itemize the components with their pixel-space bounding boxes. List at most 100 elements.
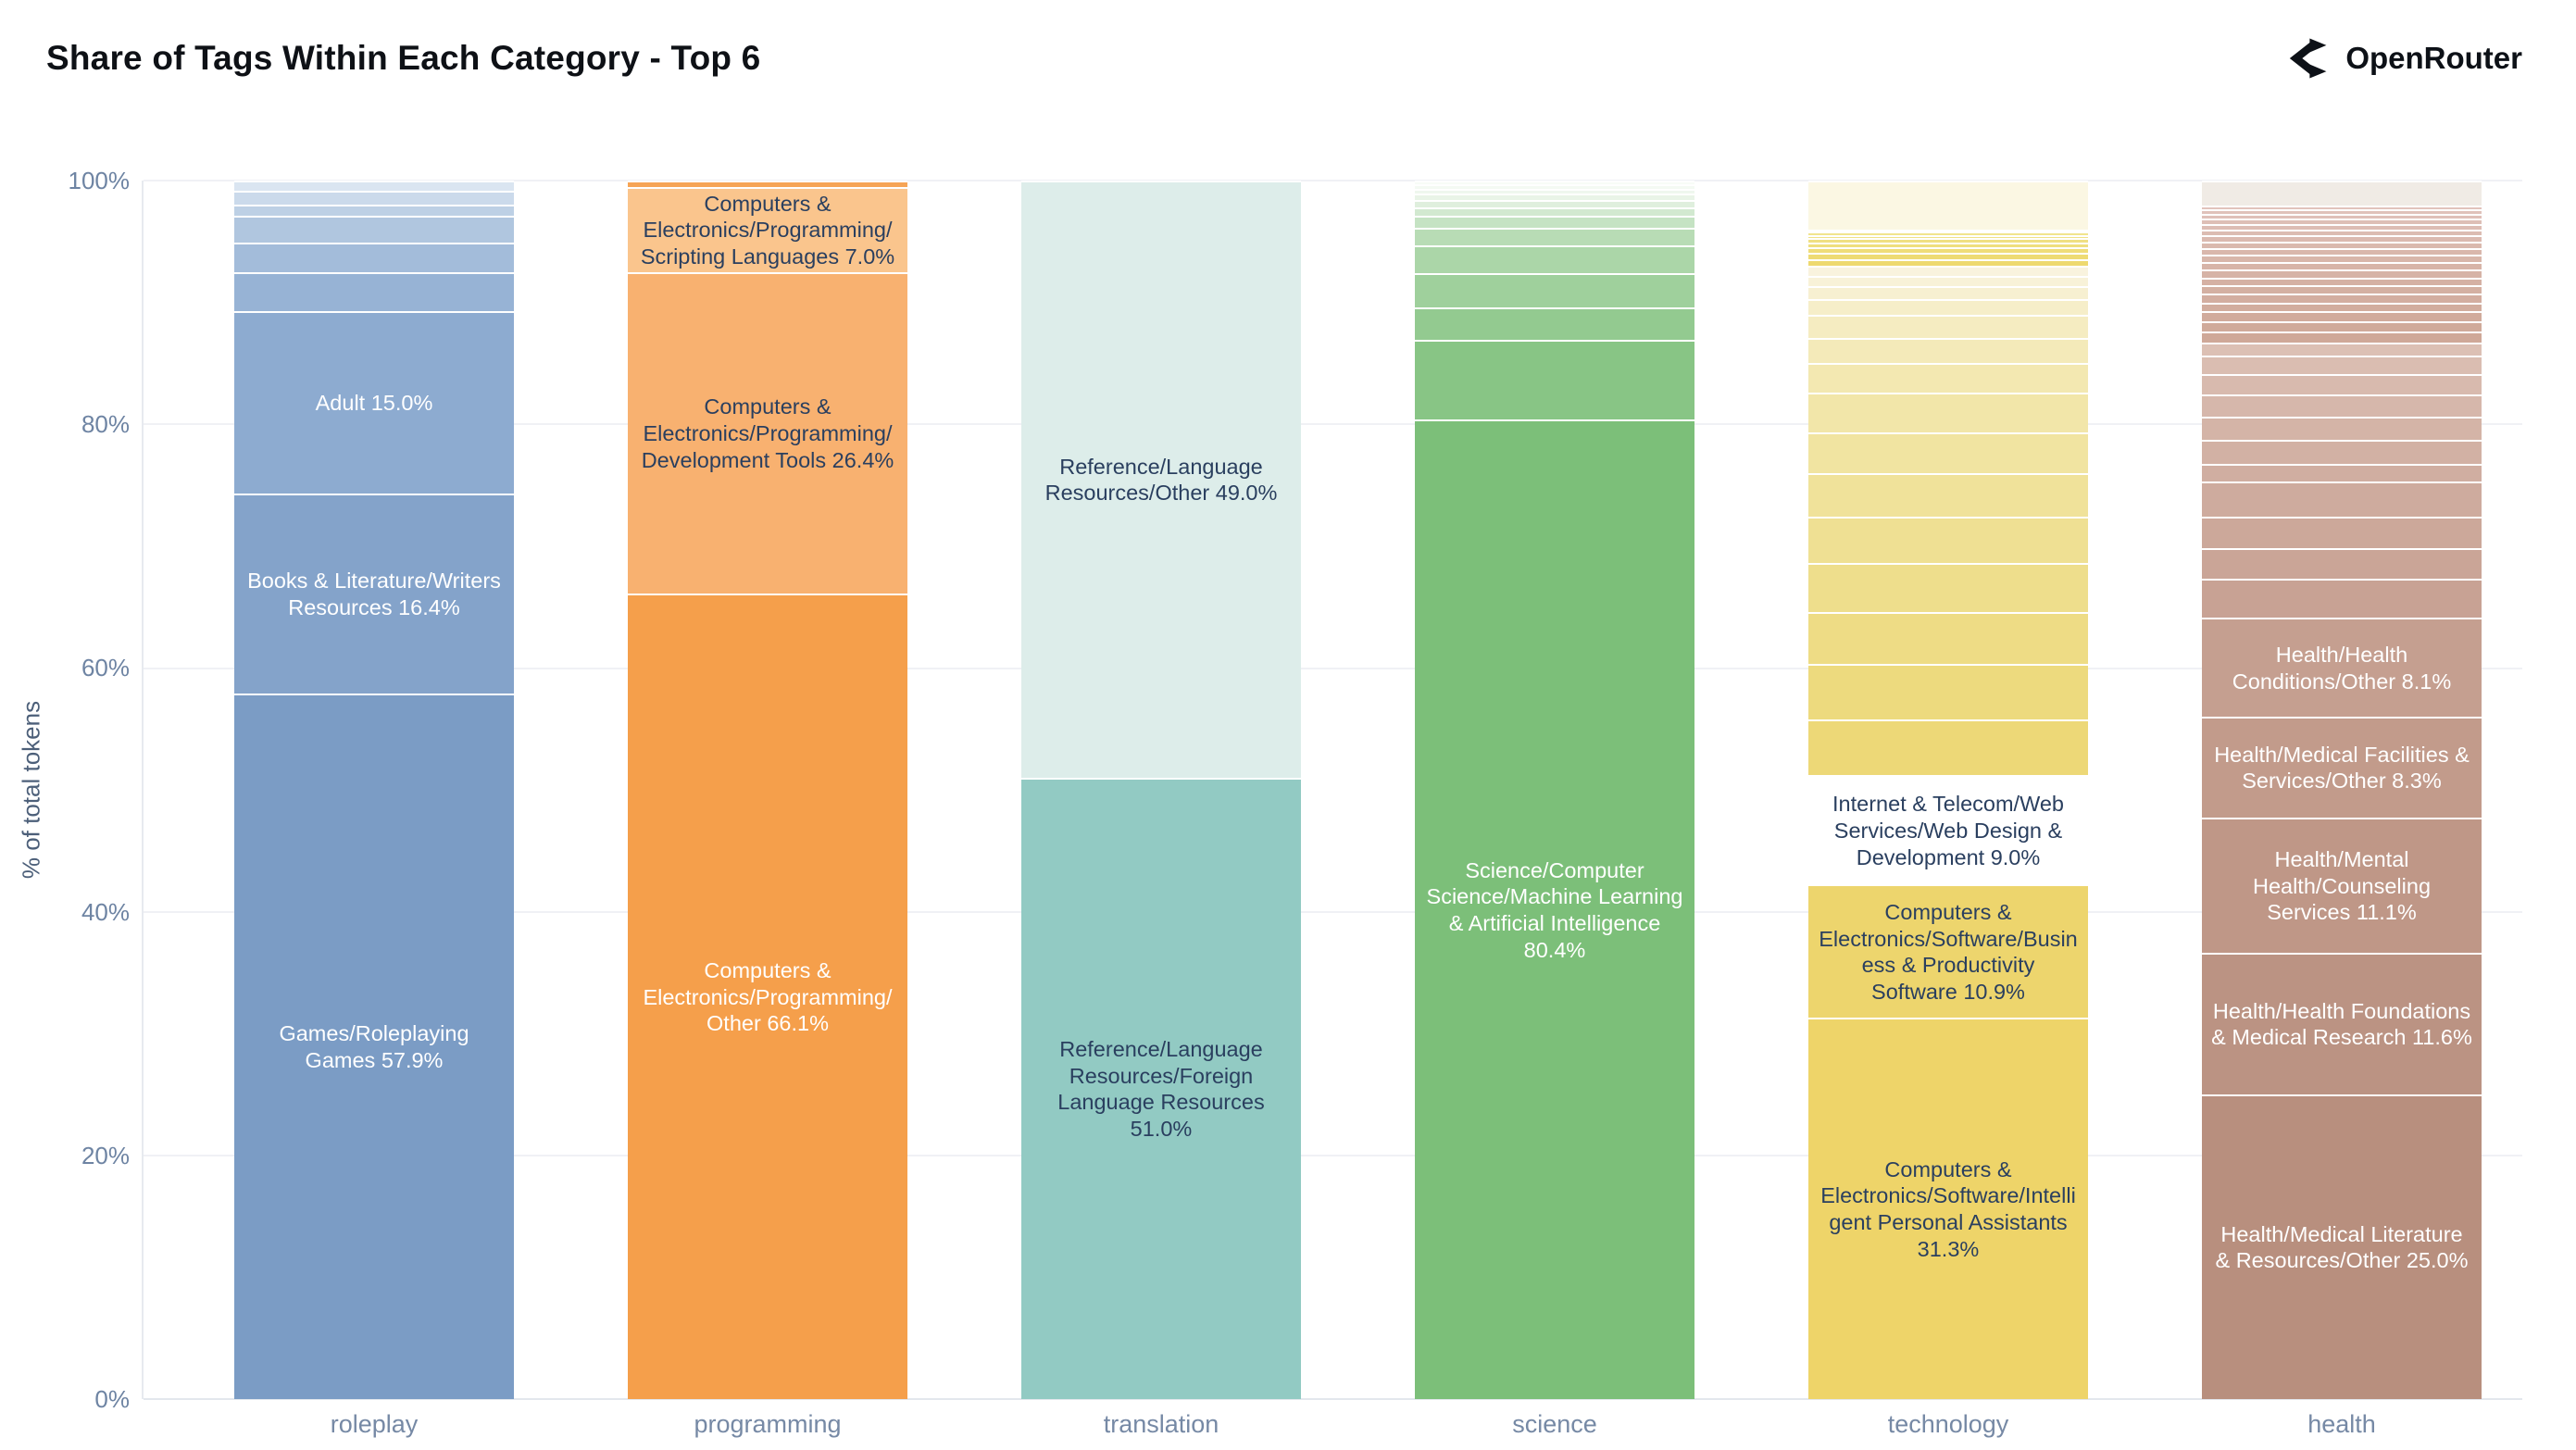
bar-segment[interactable]: [2202, 208, 2482, 214]
bar-segment[interactable]: [1808, 229, 2088, 232]
bar-segment[interactable]: Computers & Electronics/Software/Busines…: [1808, 884, 2088, 1018]
bar-segment[interactable]: [2202, 205, 2482, 209]
bar-segment[interactable]: [1808, 611, 2088, 665]
bar-segment[interactable]: [2202, 213, 2482, 219]
bar-segment[interactable]: [1808, 247, 2088, 254]
bar-segment[interactable]: [2202, 302, 2482, 312]
bar-segment[interactable]: [234, 243, 514, 272]
bar-segment[interactable]: [1808, 517, 2088, 564]
bar-translation[interactable]: Reference/Language Resources/Other 49.0%…: [1021, 181, 1301, 1399]
bar-segment[interactable]: [1808, 314, 2088, 338]
bar-segment[interactable]: Computers & Electronics/Programming/Deve…: [628, 271, 907, 594]
bar-programming[interactable]: Computers & Electronics/Programming/Scri…: [628, 181, 907, 1399]
bar-segment[interactable]: [2202, 229, 2482, 236]
bar-segment[interactable]: [1415, 194, 1694, 201]
bar-segment[interactable]: Computers & Electronics/Programming/Othe…: [628, 594, 907, 1399]
bar-segment[interactable]: [2202, 277, 2482, 286]
bar-segment[interactable]: [2202, 311, 2482, 321]
bar-segment[interactable]: [2202, 241, 2482, 248]
bar-segment[interactable]: [1415, 272, 1694, 307]
bar-segment[interactable]: [2202, 247, 2482, 256]
bar-segment[interactable]: Health/Medical Literature & Resources/Ot…: [2202, 1094, 2482, 1399]
bar-segment[interactable]: [1808, 231, 2088, 235]
bar-segment[interactable]: [2202, 464, 2482, 481]
bar-segment[interactable]: [1808, 253, 2088, 259]
bar-segment[interactable]: [2202, 342, 2482, 356]
bar-segment[interactable]: Books & Literature/Writers Resources 16.…: [234, 494, 514, 694]
bar-segment[interactable]: [2202, 417, 2482, 441]
bar-segment[interactable]: [1808, 258, 2088, 267]
bar-segment[interactable]: Computers & Electronics/Programming/Scri…: [628, 186, 907, 272]
bar-health[interactable]: Health/Health Conditions/Other 8.1% Healt…: [2202, 181, 2482, 1399]
bar-segment[interactable]: [2202, 294, 2482, 303]
bar-segment[interactable]: Science/Computer Science/Machine Learnin…: [1415, 419, 1694, 1399]
bar-science[interactable]: Science/Computer Science/Machine Learnin…: [1415, 181, 1694, 1399]
bar-segment[interactable]: [2202, 374, 2482, 395]
bar-segment[interactable]: [1808, 275, 2088, 287]
bar-segment[interactable]: Health/Medical Facilities & Services/Oth…: [2202, 716, 2482, 819]
bar-segment[interactable]: [1415, 188, 1694, 194]
bar-segment[interactable]: [2202, 262, 2482, 269]
bar-segment[interactable]: [1415, 244, 1694, 273]
bar-segment[interactable]: [2202, 440, 2482, 465]
bar-segment[interactable]: [2202, 481, 2482, 518]
bar-segment[interactable]: Health/Mental Health/Counseling Services…: [2202, 818, 2482, 954]
x-category-label-roleplay: roleplay: [330, 1410, 419, 1438]
bar-segment[interactable]: [1808, 286, 2088, 299]
bar-segment[interactable]: [2202, 517, 2482, 549]
bar-segment[interactable]: [1808, 472, 2088, 518]
bar-segment[interactable]: [1808, 664, 2088, 719]
bar-segment[interactable]: Health/Health Foundations & Medical Rese…: [2202, 953, 2482, 1094]
bar-segment[interactable]: [1415, 306, 1694, 341]
bar-roleplay[interactable]: Adult 15.0% Books & Literature/Writers Re…: [234, 181, 514, 1399]
bar-segment[interactable]: Adult 15.0%: [234, 310, 514, 494]
bar-segment[interactable]: Reference/Language Resources/Other 49.0%: [1021, 181, 1301, 778]
bar-segment[interactable]: [1808, 181, 2088, 230]
bar-segment[interactable]: [1808, 266, 2088, 276]
brand-logo[interactable]: OpenRouter: [2288, 37, 2522, 80]
bar-segment-label: Health/Health Conditions/Other 8.1%: [2232, 642, 2452, 694]
bar-segment[interactable]: [1808, 234, 2088, 239]
bar-segment[interactable]: [1808, 337, 2088, 364]
bar-segment[interactable]: [2202, 255, 2482, 263]
bar-segment[interactable]: [2202, 181, 2482, 206]
bar-segment[interactable]: [1808, 563, 2088, 612]
bar-segment[interactable]: [2202, 285, 2482, 294]
bar-segment[interactable]: [1415, 206, 1694, 217]
bar-segment[interactable]: Games/Roleplaying Games 57.9%: [234, 693, 514, 1399]
bar-segment[interactable]: [1808, 298, 2088, 315]
bar-segment[interactable]: [1415, 183, 1694, 189]
bar-segment[interactable]: [2202, 548, 2482, 580]
bar-segment[interactable]: [2202, 320, 2482, 332]
bar-segment[interactable]: [2202, 331, 2482, 343]
bar-segment[interactable]: [2202, 269, 2482, 278]
bar-segment[interactable]: [1415, 200, 1694, 207]
bar-segment[interactable]: [1808, 719, 2088, 776]
bar-segment[interactable]: [2202, 235, 2482, 242]
bar-segment[interactable]: [2202, 579, 2482, 619]
bar-segment[interactable]: [1808, 243, 2088, 248]
bar-segment[interactable]: [234, 271, 514, 311]
bar-segment[interactable]: [1415, 181, 1694, 184]
bar-segment[interactable]: [2202, 394, 2482, 418]
bar-segment[interactable]: Internet & Telecom/Web Services/Web Desi…: [1808, 775, 2088, 884]
bar-segment[interactable]: [628, 181, 907, 187]
bar-segment[interactable]: [234, 205, 514, 217]
bar-segment[interactable]: Computers & Electronics/Software/Intelli…: [1808, 1017, 2088, 1399]
bar-segment[interactable]: [1808, 238, 2088, 244]
bar-segment[interactable]: [1415, 340, 1694, 419]
bar-segment[interactable]: [1415, 228, 1694, 245]
bar-technology[interactable]: Internet & Telecom/Web Services/Web Desi…: [1808, 181, 2088, 1399]
bar-segment[interactable]: [1808, 363, 2088, 393]
bar-segment[interactable]: [234, 190, 514, 206]
bar-segment[interactable]: [1415, 216, 1694, 229]
bar-segment[interactable]: [234, 181, 514, 191]
bar-segment[interactable]: [2202, 223, 2482, 230]
bar-segment[interactable]: [2202, 356, 2482, 375]
bar-segment[interactable]: Reference/Language Resources/Foreign Lan…: [1021, 777, 1301, 1399]
bar-segment[interactable]: [2202, 218, 2482, 224]
bar-segment[interactable]: [1808, 392, 2088, 433]
bar-segment[interactable]: [1808, 432, 2088, 473]
bar-segment[interactable]: [234, 216, 514, 244]
bar-segment[interactable]: Health/Health Conditions/Other 8.1%: [2202, 618, 2482, 717]
